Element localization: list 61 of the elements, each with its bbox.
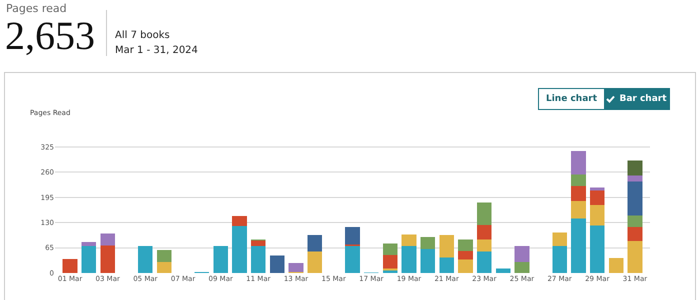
bar [590,226,605,273]
bar [439,257,454,273]
bar [552,232,567,246]
bar [496,268,510,273]
bar [308,234,322,252]
bar [458,259,473,273]
bar [590,190,605,206]
bar [62,259,78,273]
bar [420,248,436,273]
bar [402,234,416,246]
bar [590,205,605,226]
bar [420,236,436,249]
bar [308,252,322,273]
bar [571,200,586,219]
bar [476,252,492,273]
bar [628,176,642,182]
bar [628,241,642,273]
bar [571,218,586,273]
bar [232,216,247,226]
bar [100,233,116,246]
bar [345,246,360,273]
bar [628,160,642,176]
bar [439,234,454,258]
bar [138,246,153,273]
bar [552,246,567,273]
bar [232,226,247,273]
bar [514,262,530,273]
bar [476,202,492,225]
bar [382,244,398,255]
bar [82,246,96,273]
bar [288,262,304,272]
bar [345,227,360,244]
bar [382,254,398,268]
text: Line chart [539,89,604,109]
bar [608,258,624,273]
bar [100,245,116,273]
bar [476,224,492,240]
chart-title: Pages read [6,2,67,15]
bar [476,239,492,252]
bar [571,150,586,174]
bar [402,246,416,273]
bar [628,226,642,242]
bar [514,246,530,262]
bar [156,250,172,262]
bar [156,262,172,273]
bar [628,181,642,216]
text: Bar chart [619,94,667,104]
text: Mar 1 - 31, 2024 [115,45,198,56]
bar [458,250,473,260]
bar [458,239,473,251]
bar [82,242,96,246]
bar [628,216,642,227]
bar [571,174,586,186]
bar [590,187,605,190]
text: 2,653 [5,13,95,58]
bar [251,246,266,273]
text: All 7 books [115,30,170,41]
bar [270,256,285,273]
bar [571,186,586,201]
bar [213,246,228,273]
bar [251,240,266,246]
